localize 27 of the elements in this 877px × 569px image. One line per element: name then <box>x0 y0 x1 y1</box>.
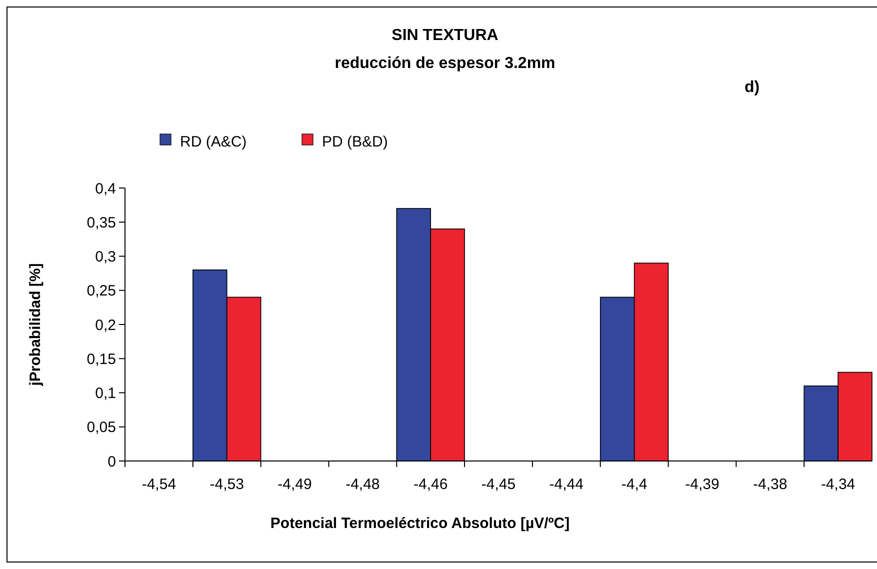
y-tick-label: 0,3 <box>95 248 116 266</box>
y-tick-label: 0,25 <box>86 282 116 300</box>
y-tick-label: 0,4 <box>95 180 116 198</box>
y-tick-label: 0,35 <box>86 214 116 232</box>
x-tick-label: -4,46 <box>413 476 448 493</box>
x-tick-label: -4,48 <box>346 476 380 493</box>
x-tick-label: -4,4 <box>621 476 648 493</box>
x-axis-title: Potencial Termoeléctrico Absoluto [µV/ºC] <box>270 515 570 532</box>
x-tick-label: -4,44 <box>549 476 584 493</box>
y-tick-label: 0 <box>108 453 116 470</box>
x-tick-label: -4,54 <box>142 476 176 493</box>
x-tick-label: -4,38 <box>753 476 788 493</box>
x-tick-label: -4,34 <box>820 476 856 493</box>
legend-label: RD (A&C) <box>180 134 247 150</box>
legend-label: PD (B&D) <box>322 134 388 150</box>
y-tick-label: 0,2 <box>95 316 116 334</box>
chart-title: SIN TEXTURA <box>392 27 499 44</box>
y-axis-title: jProbabilidad [%] <box>27 263 44 387</box>
x-tick-label: -4,49 <box>278 476 312 493</box>
text: d) <box>744 79 760 96</box>
x-tick-label: -4,39 <box>685 476 720 493</box>
x-tick-label: -4,45 <box>481 476 516 493</box>
y-tick-label: 0,1 <box>95 385 116 402</box>
y-tick-label: 0,15 <box>86 350 116 368</box>
chart-subtitle: reducción de espesor 3.2mm <box>334 55 556 72</box>
x-tick-label: -4,53 <box>210 476 244 493</box>
y-tick-label: 0,05 <box>86 419 116 436</box>
